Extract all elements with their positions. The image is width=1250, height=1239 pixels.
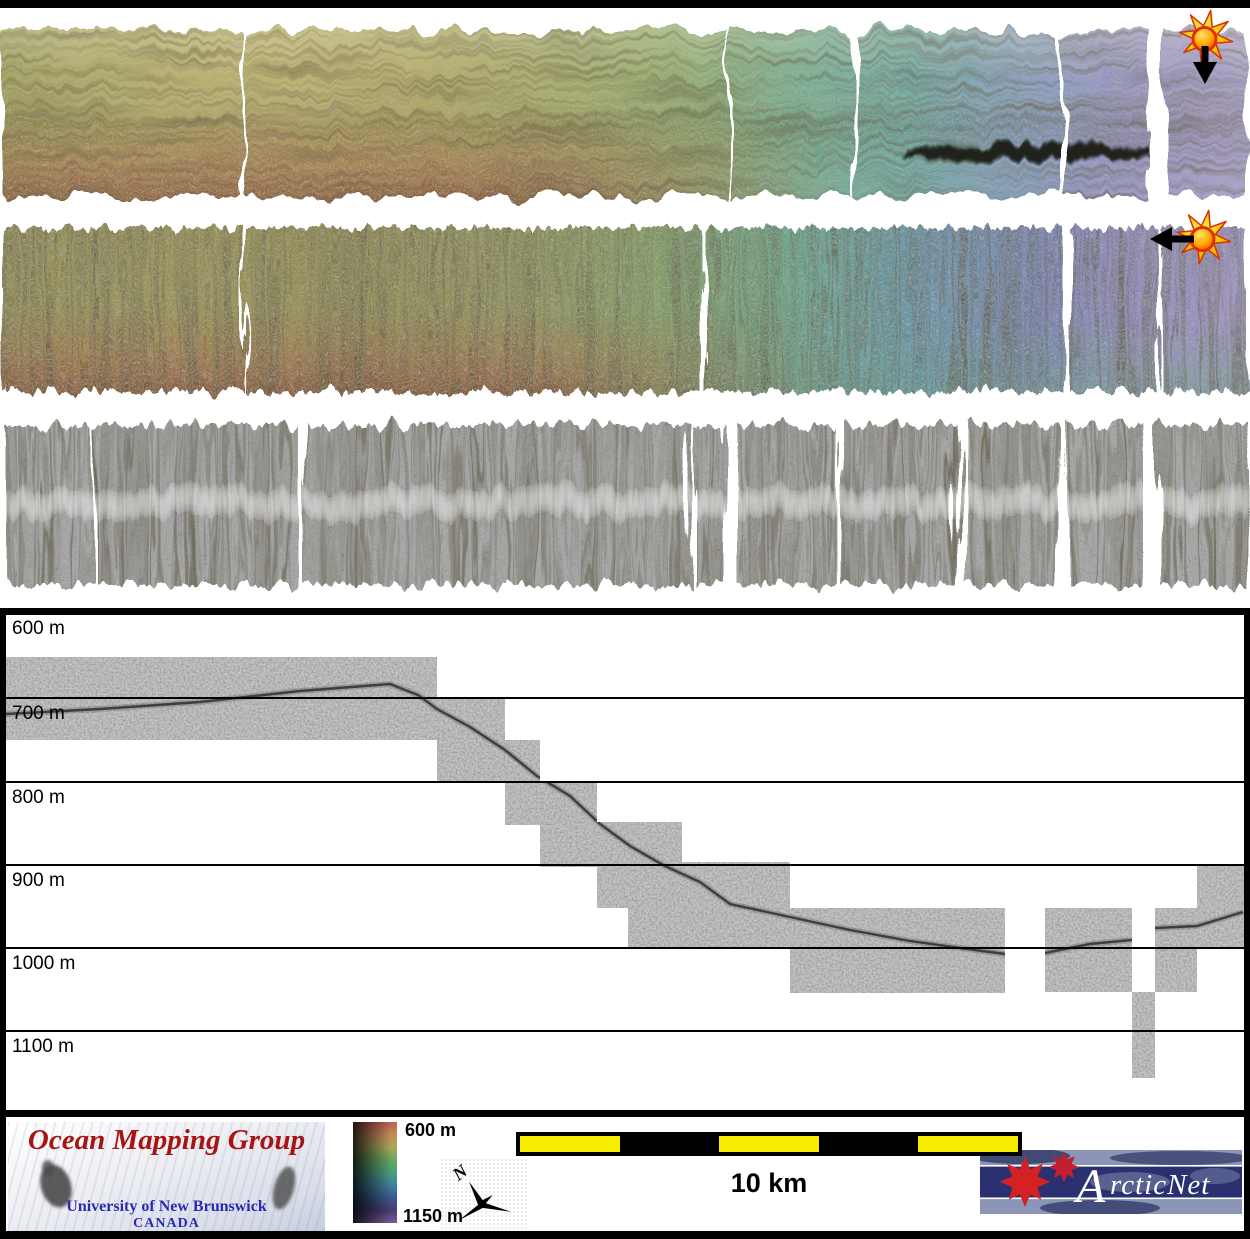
map-landmass (1040, 1200, 1160, 1214)
bathymetry-swath-middle (4, 218, 1246, 404)
swath-gap (241, 14, 244, 211)
depth-label: 1100 m (12, 1036, 74, 1057)
depth-color-scale (353, 1122, 397, 1223)
depth-gridline (6, 781, 1244, 783)
footer-separator-bar (0, 1110, 1250, 1117)
omg-logo-art (40, 1160, 296, 1210)
scalebar-segment (918, 1136, 1018, 1152)
bird-head-left (42, 1160, 54, 1176)
scalebar-segment (818, 1136, 919, 1152)
sun-icon-down-arrow (1178, 9, 1234, 84)
map-landmass (1090, 1172, 1170, 1192)
dark-depression-lens (902, 143, 1158, 161)
scale-bar-label: 10 km (730, 1168, 808, 1198)
subbottom-tile (1132, 992, 1155, 1078)
ocean-mapping-group-logo: Ocean Mapping Group University of New Br… (8, 1122, 325, 1233)
scalebar-segment (719, 1136, 819, 1152)
swath-gap (243, 218, 246, 404)
bird-silhouette-right (272, 1166, 296, 1210)
left-arrow-head (1150, 227, 1172, 251)
depth-label: 900 m (12, 870, 65, 891)
right-frame-bar (1244, 608, 1250, 1239)
omg-title: Ocean Mapping Group (27, 1124, 306, 1156)
depth-gridline (6, 1030, 1244, 1032)
scalebar-segment (520, 1136, 620, 1152)
swath-gap (1158, 218, 1162, 404)
sun-icon-left-arrow (1150, 209, 1232, 265)
swath-gap (1140, 409, 1160, 601)
swath-gap (701, 218, 706, 404)
omg-country: CANADA (133, 1216, 200, 1231)
depth-gridline (6, 697, 1244, 699)
swath-gap (838, 409, 844, 601)
subbottom-tile (437, 697, 505, 783)
maple-leaf-icon (999, 1151, 1080, 1207)
bathymetry-swath-top (4, 14, 1246, 211)
depth-label: 600 m (12, 618, 65, 639)
depth-gridline (6, 864, 1244, 866)
top-frame-bar (0, 0, 1250, 8)
swath-gap (722, 409, 735, 601)
depth-label: 800 m (12, 787, 65, 808)
profile-separator-bar (0, 608, 1250, 615)
omg-institution: University of New Brunswick (66, 1198, 267, 1215)
map-landmass (1110, 1151, 1242, 1165)
logo-rule-top (980, 1165, 1242, 1167)
arcticnet-logo-art: A rcticNet (980, 1150, 1242, 1214)
color-scale-bottom-label: 1150 m (403, 1206, 464, 1226)
north-label: N (448, 1160, 472, 1185)
swath-gap (91, 409, 95, 601)
terrain-grain (4, 228, 1246, 392)
color-scale-top-label: 600 m (405, 1120, 457, 1140)
arcticnet-logo: A rcticNet (980, 1150, 1242, 1214)
swath-gap (1062, 218, 1070, 404)
depth-label: 1000 m (12, 953, 76, 974)
subbottom-tile (628, 862, 790, 947)
swath-gap (727, 14, 730, 211)
swath-gap (1060, 409, 1068, 601)
depth-label: 700 m (12, 703, 65, 724)
swath-gap (956, 409, 964, 601)
left-frame-bar (0, 608, 6, 1239)
north-arrow: N (440, 1158, 528, 1234)
swath-gap (1060, 14, 1064, 211)
scale-bar-segments (520, 1136, 1018, 1152)
backscatter-swath (4, 409, 1246, 601)
map-scale-bar (516, 1132, 1022, 1156)
down-arrow-shaft (1201, 46, 1209, 66)
terrain-wisps (4, 30, 1246, 196)
bottom-frame-bar (0, 1231, 1250, 1239)
subbottom-data-tiles (6, 657, 1244, 1078)
swath-gap (298, 409, 307, 601)
depth-gridline (6, 947, 1244, 949)
subbottom-profile (6, 657, 1244, 1078)
swath-gap (1148, 14, 1164, 211)
down-arrow-head (1193, 62, 1217, 84)
map-landmass (1190, 1168, 1240, 1184)
arcticnet-name: rcticNet (1110, 1169, 1210, 1201)
left-arrow-shaft (1170, 235, 1194, 243)
arcticnet-initial: A (1073, 1160, 1106, 1213)
logo-rule-bottom (980, 1197, 1242, 1200)
compass-star-icon (459, 1181, 511, 1221)
scalebar-segment (619, 1136, 720, 1152)
survey-line-gaps (243, 218, 1162, 404)
subbottom-tile (790, 908, 1005, 993)
survey-line-gaps (91, 409, 1160, 601)
swath-gap (854, 14, 859, 211)
swath-gap (690, 409, 695, 601)
subbottom-tile (1155, 908, 1197, 992)
subbottom-tile (1197, 865, 1244, 947)
sun-core-icon (1189, 226, 1216, 252)
survey-line-gaps (241, 14, 1164, 211)
bright-nadir-band (4, 490, 1246, 515)
